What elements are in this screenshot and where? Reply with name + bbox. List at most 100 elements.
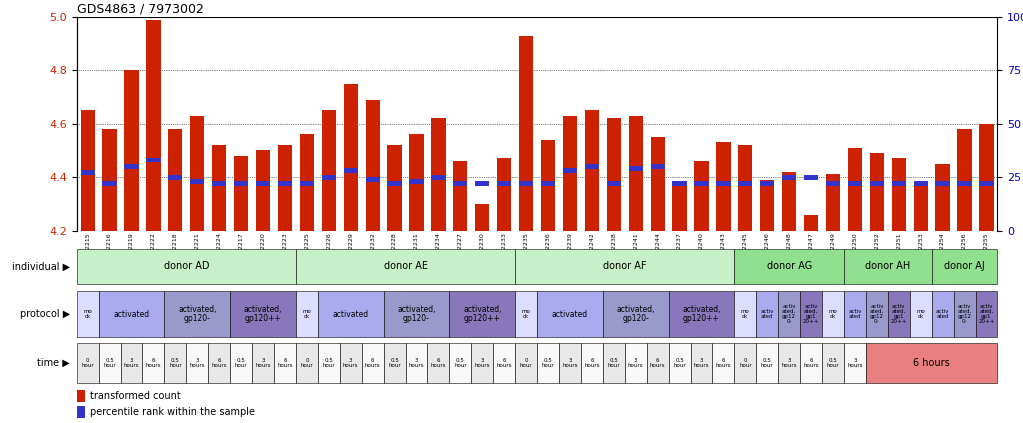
Bar (695, 181, 709, 186)
Bar (541, 140, 555, 231)
Bar (607, 118, 621, 231)
Text: 6 hours: 6 hours (914, 358, 950, 368)
Bar (976, 291, 997, 337)
Text: 3
hours: 3 hours (256, 358, 271, 368)
Bar (756, 343, 779, 383)
Bar (405, 343, 428, 383)
Bar (321, 175, 336, 179)
Bar (712, 343, 735, 383)
Text: activ
ated: activ ated (760, 309, 774, 319)
Bar (844, 343, 865, 383)
Bar (344, 168, 358, 173)
Bar (735, 291, 756, 337)
Text: mo
ck: mo ck (917, 309, 925, 319)
Text: 6
hours: 6 hours (584, 358, 599, 368)
Bar (449, 343, 472, 383)
Text: activated: activated (114, 310, 149, 319)
Bar (647, 343, 669, 383)
Bar (384, 291, 449, 337)
Text: mo
ck: mo ck (741, 309, 750, 319)
Text: 6
hours: 6 hours (145, 358, 162, 368)
Bar (81, 110, 95, 231)
Bar (826, 174, 840, 231)
Bar (212, 145, 226, 231)
Bar (581, 343, 603, 383)
Text: activ
ated,
gp1
20++: activ ated, gp1 20++ (891, 304, 907, 324)
Bar (296, 343, 318, 383)
Bar (98, 343, 121, 383)
Bar (848, 181, 862, 186)
Bar (716, 181, 730, 186)
Bar (77, 406, 86, 418)
Bar (669, 291, 735, 337)
Bar (453, 181, 468, 186)
Text: 3
hours: 3 hours (628, 358, 643, 368)
Text: activated,
gp120++: activated, gp120++ (463, 305, 501, 323)
Text: 0.5
hour: 0.5 hour (103, 358, 116, 368)
Text: mo
ck: mo ck (522, 309, 531, 319)
Bar (603, 291, 669, 337)
Bar (165, 343, 186, 383)
Bar (77, 343, 98, 383)
Bar (625, 343, 647, 383)
Text: 6
hours: 6 hours (716, 358, 731, 368)
Bar (756, 291, 779, 337)
Bar (519, 36, 533, 231)
Bar (779, 343, 800, 383)
Text: time ▶: time ▶ (38, 358, 71, 368)
Bar (102, 181, 117, 186)
Bar (914, 182, 928, 231)
Bar (318, 291, 384, 337)
Bar (186, 343, 209, 383)
Bar (695, 161, 709, 231)
Bar (651, 137, 665, 231)
Text: donor AG: donor AG (766, 261, 812, 272)
Bar (865, 343, 997, 383)
Bar (296, 291, 318, 337)
Text: mo
ck: mo ck (829, 309, 838, 319)
Bar (888, 291, 909, 337)
Text: 0
hour: 0 hour (82, 358, 94, 368)
Bar (318, 343, 340, 383)
Bar (800, 291, 822, 337)
Bar (252, 343, 274, 383)
Bar (585, 164, 599, 169)
Text: 3
hours: 3 hours (124, 358, 139, 368)
Text: donor AF: donor AF (603, 261, 647, 272)
Bar (603, 343, 625, 383)
Text: activated,
gp120-: activated, gp120- (397, 305, 436, 323)
Bar (848, 148, 862, 231)
Bar (409, 135, 424, 231)
Bar (497, 159, 512, 231)
Text: activated: activated (332, 310, 369, 319)
Bar (472, 343, 493, 383)
Bar (212, 181, 226, 186)
Text: percentile rank within the sample: percentile rank within the sample (90, 407, 255, 417)
Text: mo
ck: mo ck (83, 309, 92, 319)
Bar (516, 291, 537, 337)
Text: 6
hours: 6 hours (650, 358, 665, 368)
Bar (760, 180, 774, 231)
Text: activ
ated,
gp1
20++: activ ated, gp1 20++ (978, 304, 994, 324)
Bar (739, 145, 753, 231)
Bar (146, 19, 161, 231)
Bar (388, 145, 402, 231)
Bar (826, 181, 840, 186)
Bar (362, 343, 384, 383)
Bar (388, 181, 402, 186)
Bar (278, 181, 293, 186)
Bar (432, 175, 446, 179)
Text: 3
hours: 3 hours (694, 358, 709, 368)
Bar (209, 343, 230, 383)
Text: transformed count: transformed count (90, 391, 181, 401)
Bar (804, 175, 818, 179)
Bar (804, 214, 818, 231)
Bar (142, 343, 165, 383)
Bar (782, 172, 796, 231)
Text: protocol ▶: protocol ▶ (19, 309, 71, 319)
Bar (278, 145, 293, 231)
Bar (735, 343, 756, 383)
Text: 6
hours: 6 hours (212, 358, 227, 368)
Bar (340, 343, 362, 383)
Bar (669, 343, 691, 383)
